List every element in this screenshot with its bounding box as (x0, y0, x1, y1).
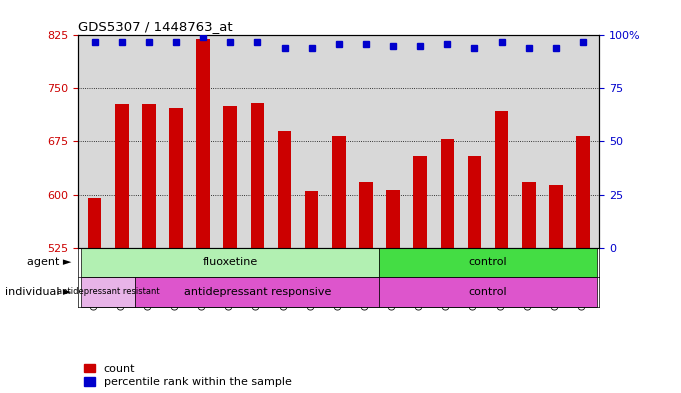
Bar (115, 104, 129, 248)
Text: control: control (469, 257, 507, 267)
Text: antidepressant responsive: antidepressant responsive (184, 287, 331, 297)
Bar (223, 106, 237, 248)
Text: individual ►: individual ► (5, 287, 72, 297)
Text: fluoxetine: fluoxetine (203, 257, 258, 267)
Bar (495, 111, 509, 248)
Text: antidepressant resistant: antidepressant resistant (57, 287, 159, 296)
Bar (142, 104, 156, 248)
Bar (468, 156, 481, 248)
Bar (251, 103, 264, 248)
Legend: count, percentile rank within the sample: count, percentile rank within the sample (84, 364, 291, 387)
Bar (441, 140, 454, 248)
Bar (332, 136, 345, 248)
Bar (576, 136, 590, 248)
Bar (522, 182, 535, 248)
Text: GDS5307 / 1448763_at: GDS5307 / 1448763_at (78, 20, 233, 33)
Text: agent ►: agent ► (27, 257, 72, 267)
Bar (81, 248, 379, 277)
Bar (379, 277, 597, 307)
Bar (81, 277, 136, 307)
Bar (359, 182, 373, 248)
Text: control: control (469, 287, 507, 297)
Bar (169, 108, 183, 248)
Bar (278, 131, 291, 248)
Bar (88, 198, 101, 248)
Bar (136, 277, 379, 307)
Bar (196, 39, 210, 248)
Bar (379, 248, 597, 277)
Bar (386, 189, 400, 248)
Bar (413, 156, 427, 248)
Bar (549, 185, 563, 248)
Bar (305, 191, 319, 248)
